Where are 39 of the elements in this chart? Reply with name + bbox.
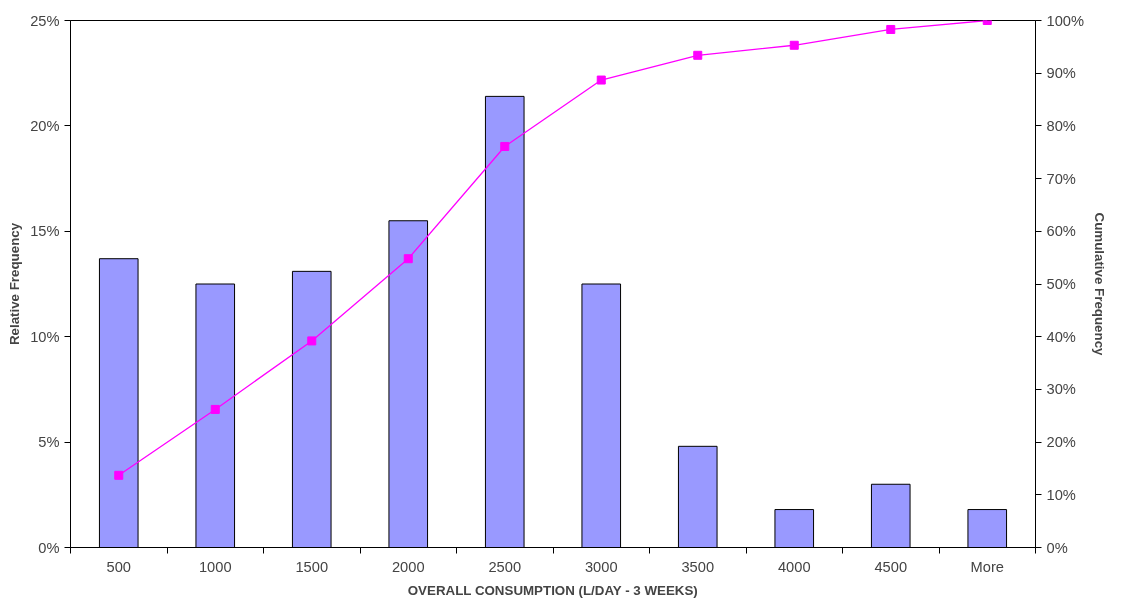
point [693, 50, 703, 60]
x-tick-label: 2000 [391, 558, 425, 575]
point [789, 40, 799, 50]
y2-tick-label: 60% [1046, 223, 1076, 240]
y2-tick-label: 50% [1046, 276, 1076, 292]
y2-tick-label: 80% [1046, 117, 1076, 134]
y2-tick-label: 0% [1046, 539, 1068, 556]
y2-tick-label: 100% [1046, 12, 1084, 29]
point [500, 141, 510, 151]
y-tick-label: 15% [30, 223, 60, 240]
x-tick-label: 3500 [681, 558, 715, 575]
x-tick-label: 3000 [584, 558, 618, 575]
y-tick-label: 5% [38, 434, 60, 451]
y2-tick-label: 40% [1046, 328, 1076, 345]
y2-axis-title: Cumulative Frequency [1091, 212, 1107, 357]
y-tick-label: 25% [30, 12, 60, 29]
x-axis-title: OVERALL CONSUMPTION (L/DAY - 3 WEEKS) [407, 582, 698, 598]
y2-tick-label: 70% [1046, 170, 1076, 187]
x-tick-label: 1500 [295, 558, 329, 575]
point [403, 254, 413, 264]
point [114, 470, 124, 480]
x-tick-label: 2500 [488, 558, 522, 575]
y2-tick-label: 10% [1046, 486, 1076, 503]
x-tick-label: 500 [106, 558, 131, 575]
y2-tick-label: 30% [1046, 381, 1076, 398]
y-tick-label: 0% [38, 539, 60, 556]
y-axis-title: Relative Frequency [7, 222, 23, 346]
x-tick-label: 4500 [874, 558, 908, 575]
y2-tick-label: 20% [1046, 434, 1076, 451]
point [307, 336, 317, 346]
point [886, 24, 896, 34]
y-tick-label: 20% [30, 117, 60, 134]
point [596, 75, 606, 85]
x-tick-label: 1000 [198, 558, 232, 575]
y2-tick-label: 90% [1046, 65, 1076, 82]
x-tick-label: 4000 [777, 558, 811, 575]
point [210, 404, 220, 414]
x-tick-label: More [970, 558, 1004, 575]
y-tick-label: 10% [30, 328, 60, 345]
